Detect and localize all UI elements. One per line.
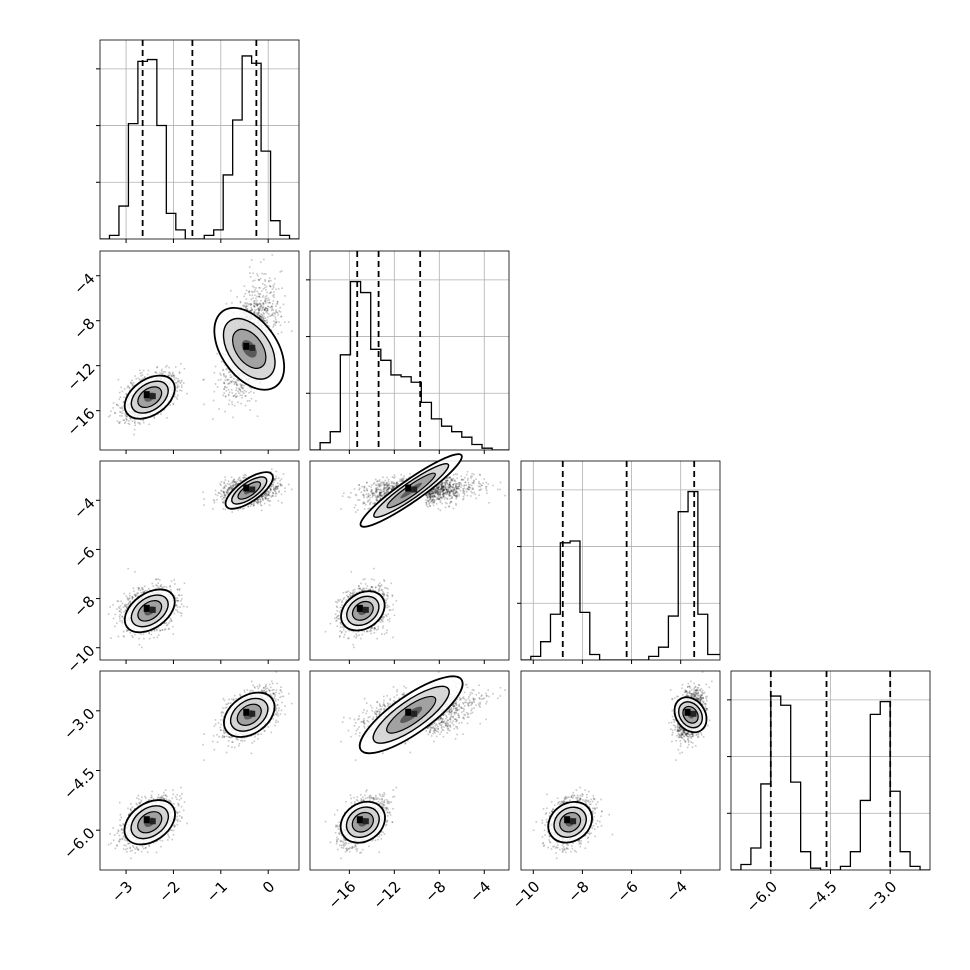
density-peak	[143, 604, 150, 612]
y-tick-label: −4	[70, 270, 98, 298]
panel-2-0	[96, 460, 300, 664]
histogram-step	[521, 490, 720, 660]
density-peak	[411, 486, 418, 493]
x-tick-label: −10	[508, 878, 543, 913]
density-peak	[405, 708, 412, 716]
histogram-step	[310, 280, 509, 450]
panel-3-3	[727, 670, 931, 874]
y-tick-label: −16	[63, 404, 98, 439]
density-peak	[243, 484, 250, 492]
x-tick-label: −6.0	[743, 878, 781, 916]
contour-group-3-2	[547, 696, 708, 844]
density-peak	[149, 606, 156, 613]
x-tick-label: −4	[663, 878, 691, 906]
x-tick-label: −12	[369, 878, 404, 913]
panel-2-2	[517, 460, 721, 664]
density-peak	[356, 604, 363, 612]
panel-1-1	[306, 250, 510, 454]
density-peak	[149, 393, 156, 400]
panel-frame	[309, 460, 510, 661]
density-peak	[570, 818, 577, 825]
panel-frame	[99, 670, 300, 871]
x-tick-label: −8	[421, 878, 449, 906]
panel-frame	[730, 670, 931, 871]
x-tick-label: −1	[203, 878, 231, 906]
density-peak	[249, 486, 256, 493]
y-tick-label: −6	[70, 543, 98, 571]
density-peak	[411, 710, 418, 717]
y-tick-label: −4	[70, 494, 98, 522]
density-peak	[249, 344, 256, 351]
density-peak	[149, 818, 156, 825]
panel-frame	[99, 39, 300, 240]
x-tick-label: −4.5	[802, 878, 840, 916]
y-tick-label: −6.0	[60, 824, 98, 862]
panel-frame	[520, 460, 721, 661]
y-tick-label: −8	[70, 315, 98, 343]
density-peak	[362, 606, 369, 613]
density-peak	[356, 816, 363, 824]
density-peak	[243, 342, 250, 350]
density-peak	[684, 708, 691, 716]
contour-group-3-1	[339, 675, 464, 844]
y-tick-label: −12	[63, 359, 98, 394]
x-tick-label: −3	[108, 878, 136, 906]
x-tick-label: −4	[466, 878, 494, 906]
x-tick-label: −8	[564, 878, 592, 906]
density-peak	[143, 391, 150, 399]
histogram-step	[100, 55, 299, 239]
y-tick-label: −4.5	[60, 764, 98, 802]
x-tick-label: 0	[259, 878, 278, 897]
contour-group-2-1	[340, 453, 463, 632]
panel-frame	[309, 670, 510, 871]
density-peak	[362, 818, 369, 825]
density-peak	[405, 484, 412, 492]
contour-group-2-0	[123, 471, 274, 634]
histogram-step	[731, 695, 930, 870]
density-peak	[564, 816, 571, 824]
panel-frame	[99, 460, 300, 661]
x-tick-label: −6	[613, 878, 641, 906]
panel-frame	[309, 250, 510, 451]
y-tick-label: −10	[63, 642, 98, 677]
panel-frame	[520, 670, 721, 871]
density-peak	[243, 708, 250, 716]
x-tick-label: −2	[155, 878, 183, 906]
y-tick-label: −3.0	[60, 705, 98, 743]
panel-frame	[99, 250, 300, 451]
y-tick-label: −8	[70, 592, 98, 620]
x-tick-label: −3.0	[862, 878, 900, 916]
density-peak	[249, 710, 256, 717]
density-peak	[143, 816, 150, 824]
contour-group-3-0	[123, 691, 276, 846]
density-peak	[690, 710, 697, 717]
contour-group-1-0	[123, 306, 286, 420]
panel-0-0	[96, 39, 300, 243]
x-tick-label: −16	[324, 878, 359, 913]
